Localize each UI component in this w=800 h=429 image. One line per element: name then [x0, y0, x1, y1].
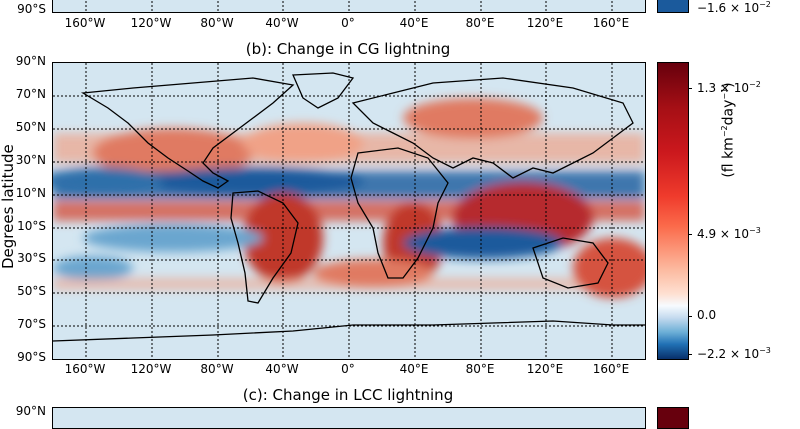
panel-b-map [52, 62, 646, 360]
panel-a-gridlines [85, 1, 613, 12]
panel-b-lat-tick: 10°N [15, 186, 46, 200]
panel-a-lon-tick: 160°W [64, 16, 106, 30]
panel-a-colorbar-min: −1.6 × 10−2 [697, 0, 771, 15]
panel-b-lon-tick: 40°E [399, 362, 429, 376]
panel-b-colorbar-tickmark [688, 234, 692, 235]
panel-b-lon-tick: 160°W [64, 362, 106, 376]
panel-a-lon-tick: 40°W [265, 16, 299, 30]
panel-b-lon-tick: 120°E [526, 362, 564, 376]
panel-c-title: (c): Change in LCC lightning [242, 386, 454, 404]
panel-b-title: (b): Change in CG lightning [245, 40, 451, 58]
panel-b-lat-tick: 50°S [17, 284, 46, 298]
panel-b-lon-tick: 160°E [592, 362, 630, 376]
panel-b-colorbar-tick: −2.2 × 10−3 [697, 346, 771, 361]
panel-a-lon-tick: 160°E [592, 16, 630, 30]
panel-b-colorbar-tick: 0.0 [697, 308, 717, 322]
panel-b-colorbar-tick: 4.9 × 10−3 [697, 226, 761, 241]
panel-c-colorbar [657, 407, 689, 429]
panel-a-lon-tick: 80°E [465, 16, 495, 30]
panel-b-lat-tick: 90°S [17, 350, 46, 364]
coastlines [53, 72, 645, 342]
panel-a-lon-tick: 120°W [130, 16, 172, 30]
panel-b-lon-tick: 40°W [265, 362, 299, 376]
panel-b-colorbar-tickmark [688, 316, 692, 317]
panel-c-lat-90n: 90°N [15, 404, 46, 418]
panel-b-lat-tick: 30°S [17, 251, 46, 265]
panel-b-lat-tick: 30°N [15, 153, 46, 167]
panel-c-map [52, 407, 646, 429]
panel-a-lon-tick: 40°E [399, 16, 429, 30]
panel-b-lat-tick: 50°N [15, 120, 46, 134]
panel-a-colorbar [657, 0, 689, 13]
panel-a-lon-tick: 0° [341, 16, 355, 30]
panel-a-lat-90s: 90°S [17, 2, 46, 16]
panel-a-lon-tick: 120°E [526, 16, 564, 30]
panel-b-lon-tick: 0° [341, 362, 355, 376]
anomaly-field [53, 98, 645, 298]
panel-b-colorbar-label: (fl km−2day−1) [720, 82, 737, 178]
panel-b-colorbar-tick: 1.3 × 10−2 [697, 80, 761, 95]
panel-b-colorbar-tickmark [688, 88, 692, 89]
panel-a-map [52, 0, 646, 13]
panel-b-field [53, 63, 645, 359]
panel-b-colorbar [657, 62, 689, 360]
panel-b-ylabel: Degrees latitude [0, 144, 17, 269]
panel-b-colorbar-tickmark [688, 354, 692, 355]
panel-b-lon-tick: 120°W [130, 362, 172, 376]
panel-a-lon-tick: 80°W [200, 16, 234, 30]
panel-b-lat-tick: 90°N [15, 54, 46, 68]
panel-b-lon-tick: 80°W [200, 362, 234, 376]
panel-b-lat-tick: 70°N [15, 87, 46, 101]
panel-b-lat-tick: 10°S [17, 219, 46, 233]
panel-b-lon-tick: 80°E [465, 362, 495, 376]
panel-b-gridlines [53, 63, 645, 359]
panel-b-lat-tick: 70°S [17, 317, 46, 331]
